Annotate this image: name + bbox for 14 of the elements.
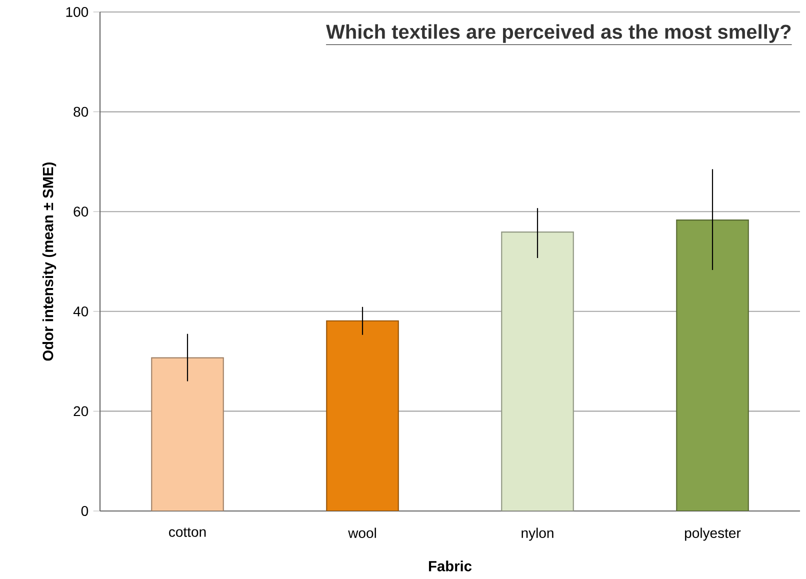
y-tick-label: 20 [74,406,88,416]
x-axis-title: Fabric [428,560,472,572]
x-tick-label: wool [348,528,376,538]
y-tick-label: 80 [74,106,88,117]
y-tick-label: 0 [81,506,88,516]
y-tick-label: 60 [74,206,88,217]
bar [676,220,749,511]
x-tick-label: polyester [685,528,741,541]
y-tick-label: 100 [66,7,88,17]
x-tick-label: nylon [522,528,554,541]
y-axis-title: Odor intensity (mean ± SME) [42,162,56,361]
text: Which textiles are perceived as the most smelly? [326,24,791,43]
y-tick-label: 40 [73,306,88,316]
x-tick-label: cotton [169,528,206,537]
